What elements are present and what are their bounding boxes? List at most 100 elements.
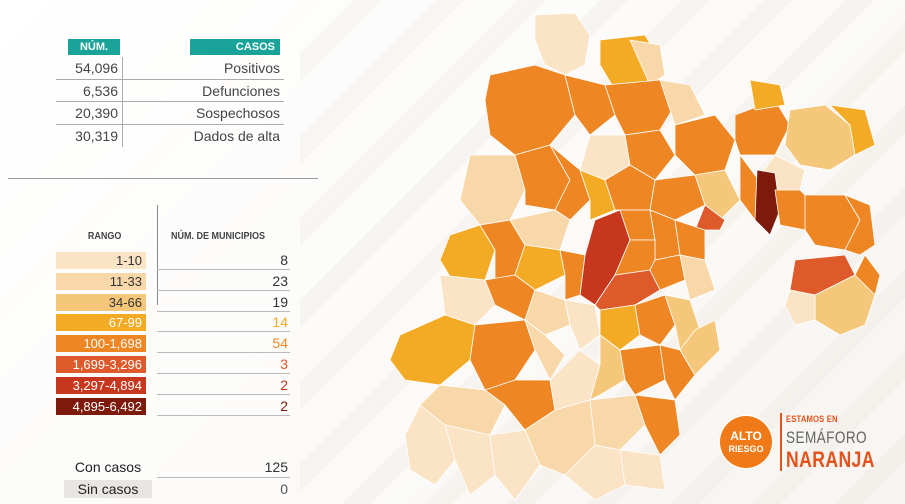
municipality-region <box>624 129 676 181</box>
municipality-region <box>679 319 721 376</box>
municipality-region <box>854 254 881 296</box>
municipality-region <box>844 194 876 256</box>
municipality-region <box>489 429 541 501</box>
stats-value: 54,096 <box>75 60 118 76</box>
municipio-count: 19 <box>272 293 288 310</box>
municipality-region <box>659 79 706 126</box>
municipality-region <box>829 104 876 156</box>
stats-label: Defunciones <box>202 82 280 99</box>
stats-label: Positivos <box>223 60 280 76</box>
stats-row: 30,319 Dados de alta <box>56 124 284 147</box>
range-swatch: 67-99 <box>56 314 146 332</box>
row-line <box>157 414 290 416</box>
municipality-region <box>559 249 586 301</box>
legend-row: 1-10 8 <box>56 250 290 270</box>
municipality-region <box>634 294 676 346</box>
num-header: NÚM. <box>68 39 120 55</box>
legend-row: 67-99 14 <box>56 312 290 333</box>
row-line <box>157 310 290 312</box>
legend-row: 100-1,698 54 <box>56 333 290 354</box>
municipality-region <box>754 169 781 236</box>
summary-label: Con casos <box>74 459 142 475</box>
municipio-count: 2 <box>280 376 288 393</box>
stats-value: 6,536 <box>82 82 118 99</box>
municipality-region <box>524 289 571 336</box>
municipality-region <box>674 114 736 176</box>
municipality-region <box>619 344 666 396</box>
municipality-region <box>459 154 526 226</box>
municipality-region <box>619 449 666 491</box>
stats-row: 6,536 Defunciones <box>56 79 284 102</box>
summary-row: Sin casos 0 <box>56 478 290 500</box>
municipality-region <box>564 299 601 351</box>
municipios-header: NÚM. DE MUNICIPIOS <box>171 231 266 242</box>
column-divider <box>122 79 123 101</box>
municipality-region <box>749 79 786 111</box>
legend-divider <box>157 205 158 305</box>
municipality-region <box>534 12 591 76</box>
column-divider <box>122 57 123 79</box>
range-swatch: 11-33 <box>56 272 146 290</box>
badge-line2: SEMÁFORO <box>786 428 868 447</box>
municipio-count: 8 <box>280 252 288 268</box>
municipality-region <box>564 444 626 501</box>
municipality-region <box>634 394 681 456</box>
municipality-region <box>599 304 641 351</box>
municipio-count: 23 <box>272 272 288 289</box>
state-map-svg <box>389 12 881 501</box>
stats-value: 30,319 <box>75 127 118 144</box>
row-line <box>157 477 290 478</box>
municipality-region <box>629 39 666 86</box>
range-swatch: 4,895-6,492 <box>56 397 146 415</box>
column-divider <box>122 102 123 124</box>
legend-row: 4,895-6,492 2 <box>56 396 290 416</box>
range-swatch: 3,297-4,894 <box>56 376 146 394</box>
municipality-region <box>784 289 816 326</box>
municipality-region <box>649 174 706 221</box>
range-swatch: 34-66 <box>56 293 146 311</box>
municipality-region <box>389 314 476 386</box>
municipality-region <box>444 424 496 496</box>
municipio-count: 14 <box>272 314 288 331</box>
range-swatch: 1-10 <box>56 252 146 269</box>
alto-riesgo-circle: ALTO RIESGO <box>718 414 774 470</box>
municipality-region <box>484 64 576 156</box>
stats-label: Dados de alta <box>193 127 280 144</box>
casos-header: CASOS <box>190 39 280 55</box>
municipality-region <box>694 169 741 221</box>
section-divider <box>8 178 318 179</box>
municipality-region <box>579 169 616 221</box>
choropleth-map <box>375 5 900 504</box>
range-header: RANGO <box>87 231 122 242</box>
row-line <box>157 269 290 270</box>
summary-label: Sin casos <box>64 480 152 498</box>
row-line <box>157 373 290 374</box>
row-line <box>157 331 290 333</box>
municipality-region <box>514 244 566 291</box>
cases-stats-table: NÚM. CASOS 54,096 Positivos 6,536 Defunc… <box>56 37 284 147</box>
summary-value: 0 <box>280 481 288 497</box>
stats-row: 20,390 Sospechosos <box>56 102 284 125</box>
legend-row: 34-66 19 <box>56 292 290 312</box>
stats-row: 54,096 Positivos <box>56 57 284 80</box>
municipality-region <box>509 209 571 251</box>
stats-label: Sospechosos <box>195 105 280 121</box>
municipality-region <box>524 319 566 381</box>
municipality-region <box>784 104 856 171</box>
range-swatch: 100-1,698 <box>56 335 146 353</box>
legend-row: 11-33 23 <box>56 271 290 291</box>
legend-row: 1,699-3,296 3 <box>56 354 290 374</box>
summary-value: 125 <box>264 459 288 475</box>
municipality-region <box>564 74 616 136</box>
summary-table: Con casos 125 Sin casos 0 <box>56 456 290 500</box>
stats-header: NÚM. CASOS <box>56 37 284 57</box>
range-swatch: 1,699-3,296 <box>56 356 146 373</box>
badge-line1: ESTAMOS EN <box>786 414 838 424</box>
summary-row: Con casos 125 <box>56 456 290 478</box>
municipio-count: 54 <box>272 335 288 352</box>
circle-line2: RIESGO <box>728 444 764 454</box>
municipality-region <box>439 274 496 326</box>
badge-line3: NARANJA <box>786 447 875 472</box>
circle-line1: ALTO <box>730 429 762 443</box>
row-line <box>157 352 290 354</box>
